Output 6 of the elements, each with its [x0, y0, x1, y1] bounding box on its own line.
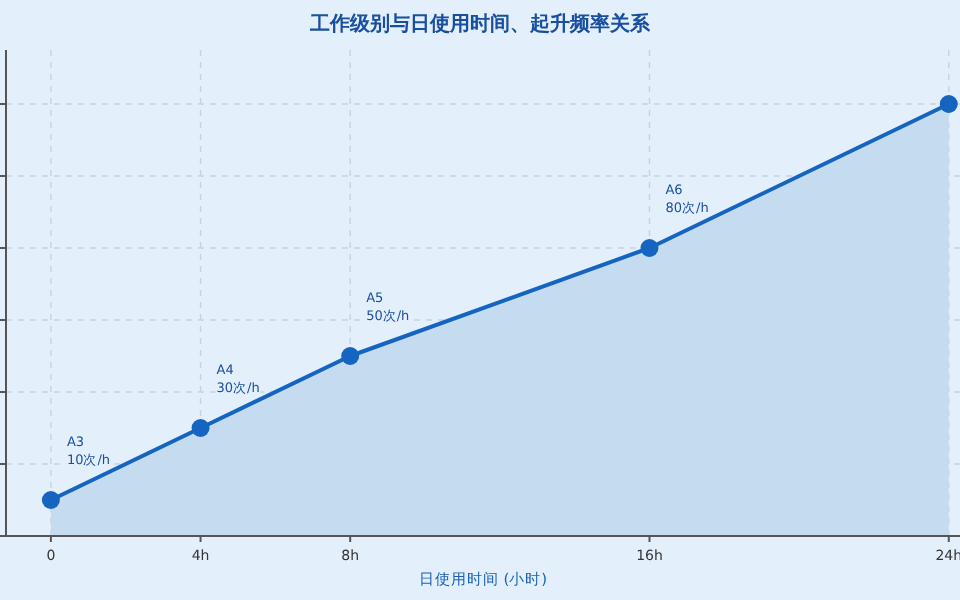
point — [939, 95, 958, 113]
chart-title: 工作级别与日使用时间、起升频率关系 — [308, 12, 652, 36]
point — [41, 491, 60, 509]
point — [640, 239, 659, 257]
point — [341, 347, 360, 365]
point — [191, 419, 210, 437]
